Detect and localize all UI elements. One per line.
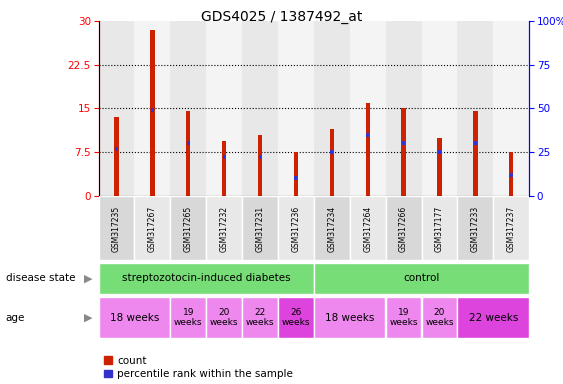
Bar — [473, 111, 477, 196]
Bar — [206, 21, 242, 196]
Text: GSM317231: GSM317231 — [256, 205, 265, 252]
Bar — [493, 21, 529, 196]
Bar — [474, 141, 477, 146]
Bar — [330, 150, 333, 154]
FancyBboxPatch shape — [242, 298, 278, 338]
Text: 18 weeks: 18 weeks — [325, 313, 374, 323]
Bar — [294, 152, 298, 196]
Bar — [457, 21, 493, 196]
Bar — [186, 111, 190, 196]
Bar — [401, 109, 406, 196]
Text: GSM317177: GSM317177 — [435, 205, 444, 252]
FancyBboxPatch shape — [457, 298, 529, 338]
Bar — [367, 132, 369, 137]
Bar — [330, 129, 334, 196]
Text: 20
weeks: 20 weeks — [210, 308, 238, 328]
FancyBboxPatch shape — [422, 298, 457, 338]
FancyBboxPatch shape — [99, 298, 170, 338]
Bar — [99, 21, 135, 196]
Text: streptozotocin-induced diabetes: streptozotocin-induced diabetes — [122, 273, 291, 283]
Bar — [170, 21, 206, 196]
FancyBboxPatch shape — [493, 197, 529, 260]
Text: GSM317237: GSM317237 — [507, 205, 516, 252]
FancyBboxPatch shape — [99, 263, 314, 294]
Bar — [402, 141, 405, 146]
Bar — [151, 108, 154, 112]
Bar — [278, 21, 314, 196]
Text: 19
weeks: 19 weeks — [174, 308, 203, 328]
Bar — [222, 141, 226, 196]
Bar — [422, 21, 457, 196]
Bar — [258, 135, 262, 196]
Bar — [223, 156, 226, 159]
Text: GSM317234: GSM317234 — [327, 205, 336, 252]
Bar — [509, 152, 513, 196]
Text: GSM317265: GSM317265 — [184, 205, 193, 252]
Text: ▶: ▶ — [84, 273, 93, 283]
Text: GSM317264: GSM317264 — [363, 205, 372, 252]
Text: ▶: ▶ — [84, 313, 93, 323]
Bar — [510, 173, 513, 177]
Bar — [350, 21, 386, 196]
FancyBboxPatch shape — [314, 263, 529, 294]
Legend: count, percentile rank within the sample: count, percentile rank within the sample — [104, 356, 293, 379]
Text: 22 weeks: 22 weeks — [468, 313, 518, 323]
FancyBboxPatch shape — [314, 197, 350, 260]
FancyBboxPatch shape — [171, 197, 206, 260]
Text: GSM317267: GSM317267 — [148, 205, 157, 252]
Text: 22
weeks: 22 weeks — [246, 308, 274, 328]
FancyBboxPatch shape — [422, 197, 457, 260]
Bar — [242, 21, 278, 196]
FancyBboxPatch shape — [99, 197, 135, 260]
FancyBboxPatch shape — [170, 298, 206, 338]
FancyBboxPatch shape — [458, 197, 493, 260]
Text: GSM317236: GSM317236 — [292, 205, 301, 252]
Bar — [438, 150, 441, 154]
Text: 20
weeks: 20 weeks — [425, 308, 454, 328]
FancyBboxPatch shape — [386, 298, 421, 338]
Bar — [314, 21, 350, 196]
Text: age: age — [6, 313, 25, 323]
FancyBboxPatch shape — [206, 197, 242, 260]
Text: GSM317232: GSM317232 — [220, 205, 229, 252]
Bar — [150, 30, 154, 196]
Bar — [258, 156, 261, 159]
Text: 19
weeks: 19 weeks — [390, 308, 418, 328]
Bar — [115, 147, 118, 151]
Bar — [294, 176, 297, 180]
FancyBboxPatch shape — [242, 197, 278, 260]
Text: control: control — [403, 273, 440, 283]
Bar — [135, 21, 170, 196]
Text: GDS4025 / 1387492_at: GDS4025 / 1387492_at — [201, 10, 362, 23]
Text: GSM317266: GSM317266 — [399, 205, 408, 252]
FancyBboxPatch shape — [350, 197, 386, 260]
Text: 18 weeks: 18 weeks — [110, 313, 159, 323]
FancyBboxPatch shape — [135, 197, 170, 260]
Text: disease state: disease state — [6, 273, 75, 283]
FancyBboxPatch shape — [278, 298, 314, 338]
Text: 26
weeks: 26 weeks — [282, 308, 310, 328]
FancyBboxPatch shape — [386, 197, 422, 260]
FancyBboxPatch shape — [278, 197, 314, 260]
FancyBboxPatch shape — [314, 298, 385, 338]
Text: GSM317235: GSM317235 — [112, 205, 121, 252]
FancyBboxPatch shape — [206, 298, 242, 338]
Bar — [386, 21, 422, 196]
Bar — [437, 137, 441, 196]
Bar — [365, 103, 370, 196]
Text: GSM317233: GSM317233 — [471, 205, 480, 252]
Bar — [187, 141, 190, 146]
Bar — [114, 117, 119, 196]
